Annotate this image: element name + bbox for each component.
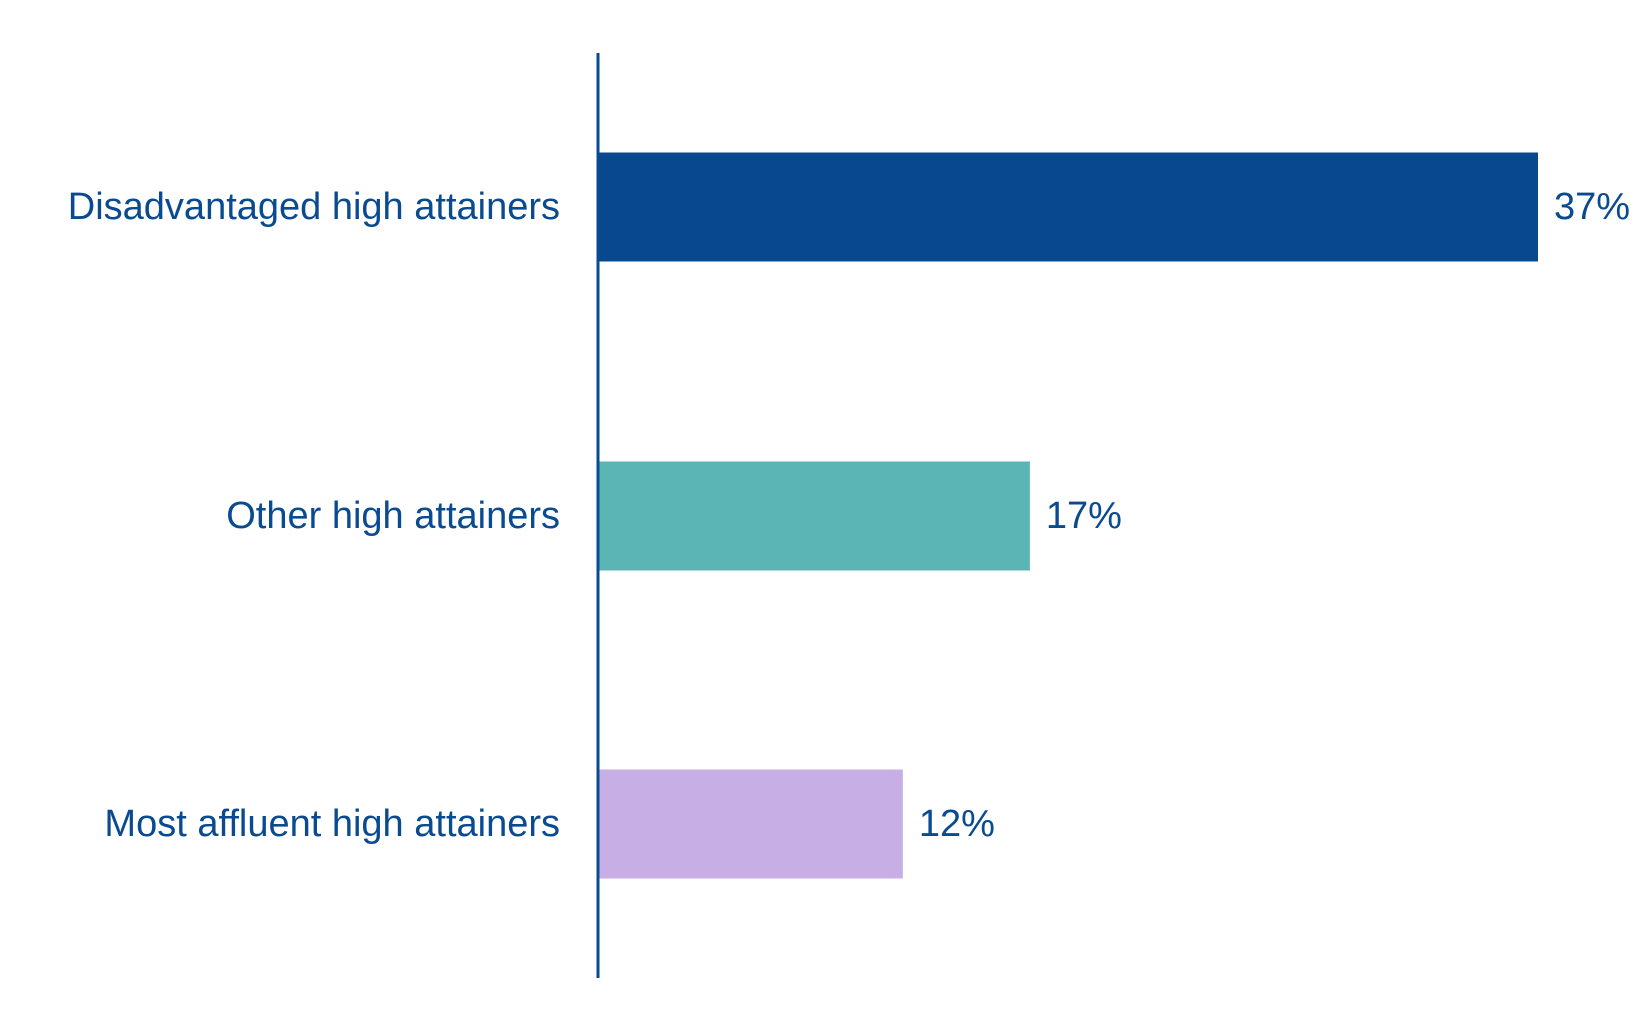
category-label-2: Other high attainers [226, 495, 560, 537]
bar-3 [598, 769, 903, 879]
value-label-1: 37% [1554, 186, 1630, 228]
category-label-3: Most affluent high attainers [104, 803, 560, 845]
bar-1 [598, 152, 1538, 262]
bars-layer [598, 152, 1538, 879]
value-label-2: 17% [1046, 495, 1122, 537]
category-label-1: Disadvantaged high attainers [68, 186, 560, 228]
value-label-3: 12% [919, 803, 995, 845]
bar-2 [598, 461, 1030, 571]
labels-layer: Disadvantaged high attainers 37% Other hig… [68, 186, 1630, 845]
